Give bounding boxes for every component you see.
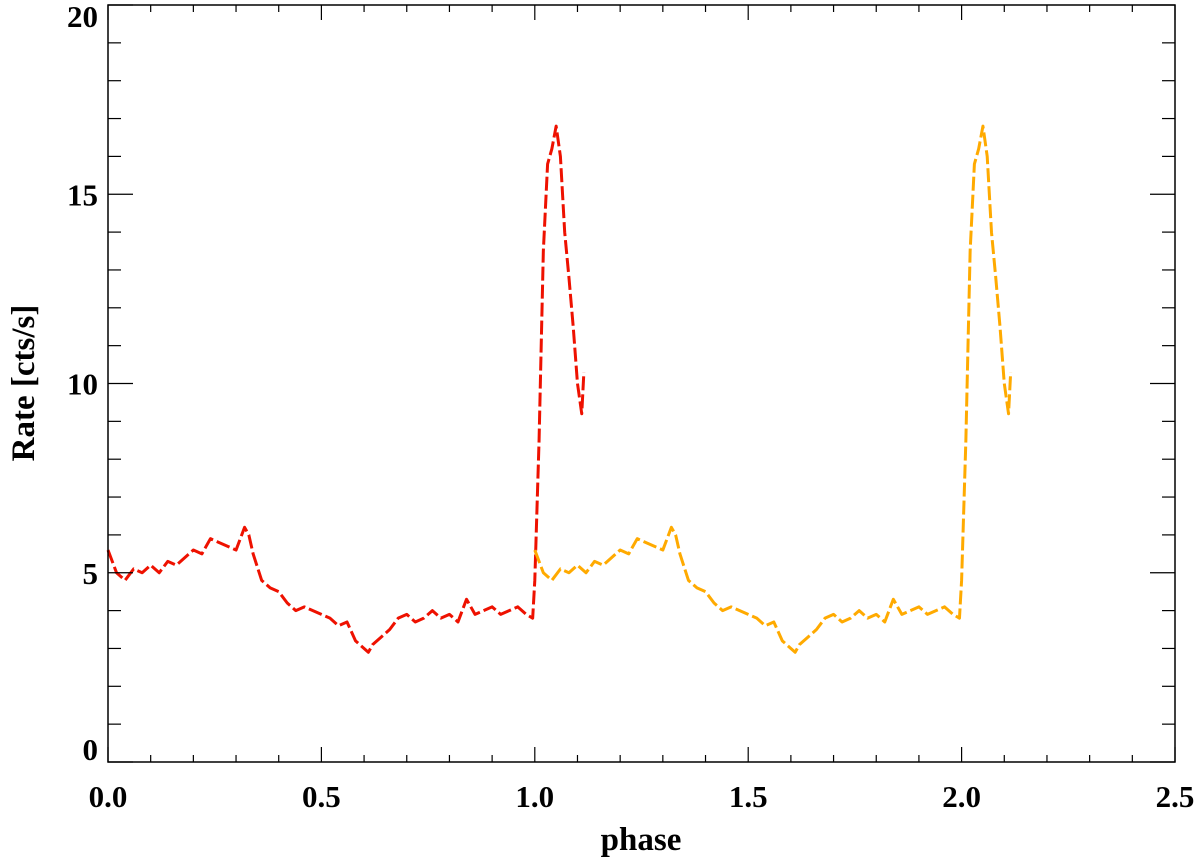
x-axis-title: phase	[601, 822, 682, 858]
x-tick-label: 1.5	[729, 779, 768, 814]
labels-layer: 0.0 0.5 1.0 1.5 2.0 2.5 0 5 10 15 20	[67, 0, 1194, 814]
y-axis-title: Rate [cts/s]	[6, 305, 42, 462]
series-1-line	[106, 124, 586, 654]
series-layer	[106, 124, 1013, 654]
y-tick-label: 0	[83, 732, 99, 767]
y-tick-label: 20	[67, 0, 98, 34]
ticks-layer	[107, 4, 1176, 763]
y-tick-label: 10	[67, 367, 98, 402]
x-tick-label: 0.0	[89, 779, 128, 814]
x-tick-label: 0.5	[302, 779, 341, 814]
x-tick-label: 2.0	[942, 779, 981, 814]
y-tick-label: 5	[83, 556, 99, 591]
x-tick-label: 1.0	[515, 779, 554, 814]
plot-frame	[107, 4, 1176, 763]
series-2-line	[533, 124, 1013, 654]
y-tick-label: 15	[67, 177, 98, 212]
x-tick-label: 2.5	[1156, 779, 1195, 814]
